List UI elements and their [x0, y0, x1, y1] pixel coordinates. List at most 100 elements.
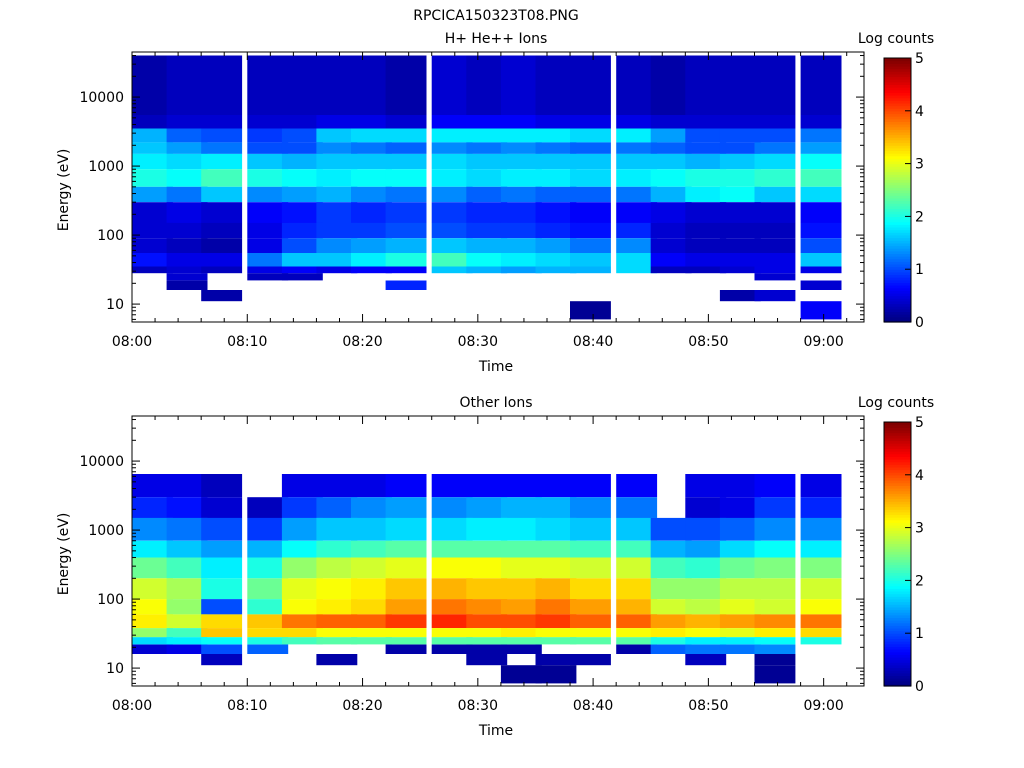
heatmap-cell: [570, 578, 611, 600]
heatmap-cell: [351, 238, 392, 253]
heatmap-cell: [385, 637, 427, 645]
heatmap-cell: [166, 280, 208, 290]
heatmap-cell: [754, 665, 796, 684]
heatmap-cell: [201, 497, 243, 518]
heatmap-cell: [132, 266, 173, 274]
x-tick-label: 08:20: [342, 698, 382, 714]
colorbar-swatch: [884, 147, 911, 151]
heatmap-cell: [535, 654, 577, 666]
heatmap-cell: [570, 637, 611, 645]
heatmap-cell: [316, 557, 358, 579]
colorbar-swatch: [884, 94, 911, 99]
heatmap-cell: [281, 266, 323, 274]
heatmap-cell: [281, 578, 323, 600]
colorbar-swatch: [884, 234, 911, 239]
heatmap-cell: [316, 238, 358, 253]
colorbar-swatch: [884, 279, 911, 283]
heatmap-cell: [431, 540, 473, 558]
colorbar-swatch: [884, 490, 911, 494]
heatmap-cell: [800, 266, 842, 274]
heatmap-cell: [616, 266, 658, 274]
heatmap-cell: [616, 540, 658, 558]
heatmap-cell: [616, 578, 658, 600]
heatmap-cell: [685, 153, 727, 170]
heatmap-cell: [431, 637, 473, 645]
colorbar-swatch: [884, 675, 911, 679]
heatmap-cell: [685, 644, 727, 654]
colorbar-swatch: [884, 131, 911, 136]
heatmap-cell: [316, 128, 358, 143]
heatmap-cell: [719, 290, 761, 302]
heatmap-cell: [466, 169, 508, 187]
heatmap-cell: [800, 153, 842, 170]
colorbar-swatch: [884, 448, 911, 452]
heatmap-cell: [132, 614, 173, 629]
heatmap-cell: [431, 266, 473, 274]
heatmap-cell: [431, 115, 473, 129]
colorbar-swatch: [884, 485, 911, 489]
heatmap-cell: [351, 115, 392, 129]
colorbar-swatch: [884, 649, 911, 653]
heatmap-cell: [570, 557, 611, 579]
heatmap-cell: [247, 202, 289, 223]
heatmap-cell: [754, 142, 796, 154]
colorbar-swatch: [884, 256, 911, 260]
y-tick-label: 10000: [79, 90, 124, 106]
heatmap-cell: [166, 557, 208, 579]
heatmap-cell: [466, 557, 508, 579]
colorbar-swatch: [884, 79, 911, 83]
heatmap-cell: [247, 614, 289, 629]
heatmap-cell: [247, 637, 289, 645]
colorbar-swatch: [884, 184, 911, 188]
heatmap-cell: [754, 474, 796, 498]
heatmap-cell: [754, 222, 796, 239]
x-tick-label: 08:00: [112, 698, 152, 714]
heatmap-cell: [500, 266, 542, 274]
heatmap-cell: [247, 273, 289, 281]
heatmap-cell: [201, 169, 243, 187]
heatmap-cell: [201, 153, 243, 170]
heatmap-cell: [201, 599, 243, 615]
heatmap-cell: [316, 222, 358, 239]
heatmap-cell: [201, 637, 243, 645]
heatmap-cell: [685, 202, 727, 223]
heatmap-cell: [316, 474, 358, 498]
heatmap-cell: [281, 142, 323, 154]
heatmap-cell: [351, 497, 392, 518]
heatmap-cell: [316, 654, 358, 666]
colorbar-tick-label: 5: [915, 415, 924, 431]
heatmap-cell: [166, 202, 208, 223]
heatmap-cell: [281, 202, 323, 223]
colorbar-swatch: [884, 203, 911, 207]
heatmap-cell: [616, 497, 658, 518]
heatmap-cell: [754, 128, 796, 143]
heatmap-cell: [281, 599, 323, 615]
colorbar-swatch: [884, 638, 911, 642]
heatmap-cell: [650, 557, 692, 579]
colorbar-swatch: [884, 271, 911, 276]
heatmap-cell: [316, 517, 358, 541]
heatmap-cell: [466, 614, 508, 629]
colorbar-swatch: [884, 519, 911, 523]
heatmap-cell: [500, 153, 542, 170]
colorbar-swatch: [884, 651, 911, 655]
heatmap-cell: [431, 614, 473, 629]
colorbar-swatch: [884, 575, 911, 579]
heatmap-cell: [500, 497, 542, 518]
colorbar-swatch: [884, 229, 911, 233]
y-tick-label: 10: [106, 297, 124, 313]
colorbar-swatch: [884, 678, 911, 682]
heatmap-cell: [166, 169, 208, 187]
heatmap-cell: [685, 637, 727, 645]
colorbar-swatch: [884, 456, 911, 460]
heatmap-cell: [719, 637, 761, 645]
y-tick-label: 1000: [88, 523, 124, 539]
colorbar-swatch: [884, 224, 911, 228]
colorbar-swatch: [884, 65, 911, 70]
heatmap-cell: [201, 238, 243, 253]
heatmap-cell: [500, 557, 542, 579]
heatmap-cell: [719, 186, 761, 203]
colorbar-swatch: [884, 248, 911, 252]
heatmap-cell: [466, 142, 508, 154]
